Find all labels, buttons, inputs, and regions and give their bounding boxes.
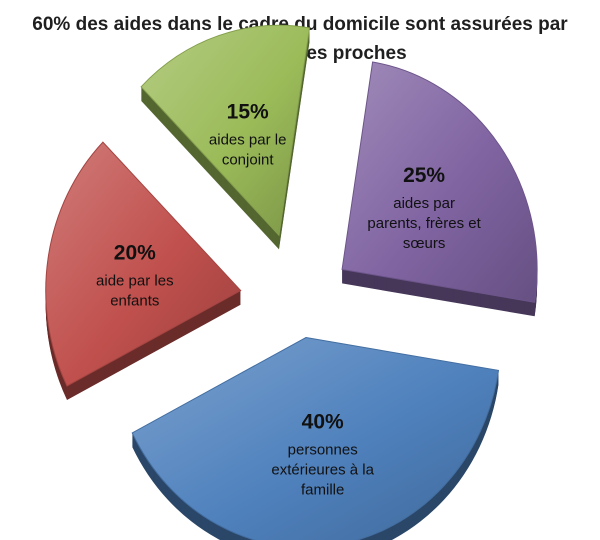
slice-category-label: extérieures à la <box>271 462 374 479</box>
pie-slice-top <box>341 61 538 303</box>
pie-slice-top <box>131 337 500 540</box>
pie-slice-parents-freres-soeurs <box>341 61 538 317</box>
slice-category-label: conjoint <box>222 152 275 169</box>
slice-category-label: parents, frères et <box>367 215 481 232</box>
pie-slice-top <box>45 141 242 387</box>
slice-percent-label: 25% <box>403 164 445 187</box>
slice-category-label: aides par <box>393 195 455 212</box>
slice-category-label: sœurs <box>403 235 446 252</box>
pie-slice-top <box>140 24 311 237</box>
slice-category-label: famille <box>301 482 344 499</box>
pie-slice-conjoint <box>140 24 311 250</box>
pie-slice-enfants <box>45 141 242 400</box>
slice-category-label: aide par les <box>96 273 174 290</box>
pie-slices <box>45 24 538 540</box>
slice-category-label: aides par le <box>209 132 287 149</box>
slice-percent-label: 15% <box>227 101 269 124</box>
slice-percent-label: 40% <box>302 411 344 434</box>
slice-category-label: personnes <box>288 442 358 459</box>
slice-percent-label: 20% <box>114 242 156 265</box>
slice-category-label: enfants <box>110 293 159 310</box>
chart-title-line-1: 60% des aides dans le cadre du domicile … <box>32 14 568 35</box>
pie-slice-personnes-exterieures <box>131 337 500 540</box>
pie-labels: 25% aides par parents, frères et sœurs 40% pe… <box>96 101 482 499</box>
